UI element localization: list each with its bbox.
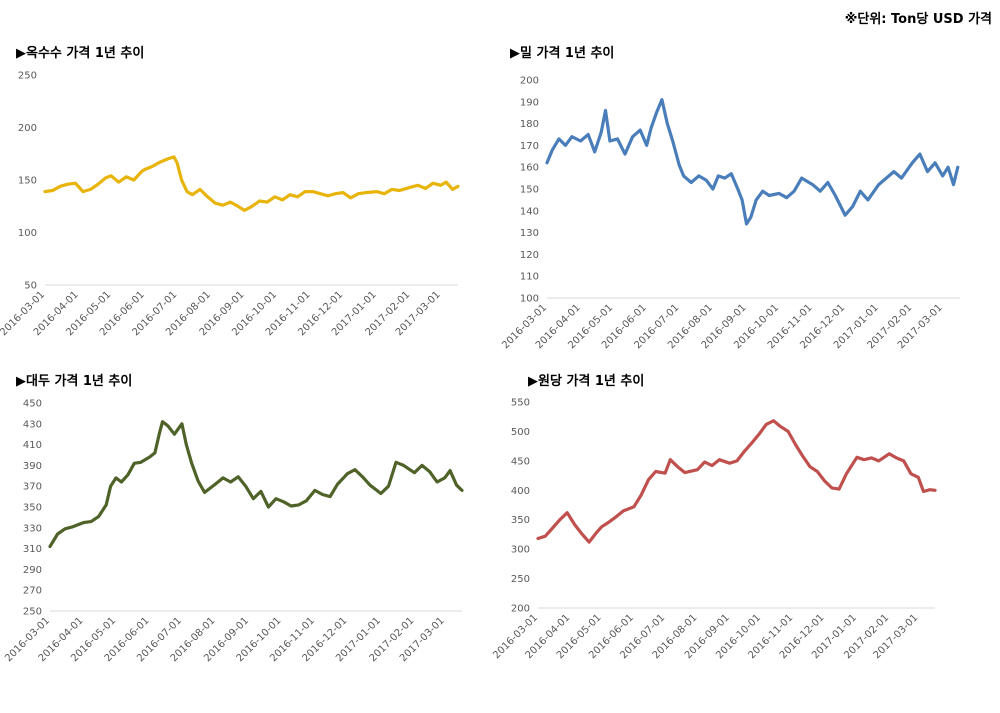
wheat-y-tick-label: 150 (520, 185, 539, 196)
soybean-y-tick-label: 370 (23, 482, 42, 493)
sugar-y-tick-label: 500 (511, 427, 530, 438)
wheat-y-tick-label: 170 (520, 141, 539, 152)
soybean-price-line (48, 420, 464, 549)
soybean-y-tick-label: 430 (23, 419, 42, 430)
corn-y-tick-label: 200 (18, 123, 37, 134)
corn-chart-title: ▶옥수수 가격 1년 추이 (16, 46, 145, 61)
soybean-y-tick-label: 270 (23, 586, 42, 597)
wheat-price-line (545, 98, 960, 226)
wheat-y-tick-label: 130 (520, 228, 539, 239)
soybean-y-tick-label: 390 (23, 461, 42, 472)
corn-y-tick-label: 150 (18, 176, 37, 187)
soybean-y-tick-label: 250 (23, 607, 42, 618)
wheat-y-tick-label: 100 (520, 294, 539, 305)
soybean-y-tick-label: 290 (23, 565, 42, 576)
soybean-y-tick-label: 450 (23, 399, 42, 410)
wheat-y-tick-label: 200 (520, 76, 539, 87)
wheat-y-tick-label: 140 (520, 206, 539, 217)
sugar-y-tick-label: 350 (511, 515, 530, 526)
sugar-y-tick-label: 250 (511, 574, 530, 585)
soybean-y-tick-label: 310 (23, 544, 42, 555)
sugar-price-line (536, 419, 937, 544)
wheat-y-tick-label: 160 (520, 163, 539, 174)
sugar-y-tick-label: 550 (511, 398, 530, 409)
corn-y-tick-label: 50 (24, 281, 37, 292)
wheat-y-tick-label: 180 (520, 119, 539, 130)
sugar-y-tick-label: 400 (511, 486, 530, 497)
wheat-y-tick-label: 110 (520, 272, 539, 283)
sugar-y-tick-label: 450 (511, 456, 530, 467)
corn-price-line (43, 155, 460, 212)
soybean-y-tick-label: 330 (23, 523, 42, 534)
sugar-y-tick-label: 300 (511, 545, 530, 556)
wheat-chart-title: ▶밀 가격 1년 추이 (510, 46, 615, 61)
unit-note: ※단위: Ton당 USD 가격 (844, 12, 992, 27)
sugar-y-tick-label: 200 (511, 604, 530, 615)
soybean-chart-title: ▶대두 가격 1년 추이 (16, 374, 133, 389)
sugar-chart-title: ▶원당 가격 1년 추이 (528, 374, 645, 389)
soybean-y-tick-label: 410 (23, 440, 42, 451)
corn-y-tick-label: 100 (18, 228, 37, 239)
corn-y-tick-label: 250 (18, 71, 37, 82)
soybean-y-tick-label: 350 (23, 503, 42, 514)
wheat-y-tick-label: 120 (520, 250, 539, 261)
wheat-y-tick-label: 190 (520, 97, 539, 108)
